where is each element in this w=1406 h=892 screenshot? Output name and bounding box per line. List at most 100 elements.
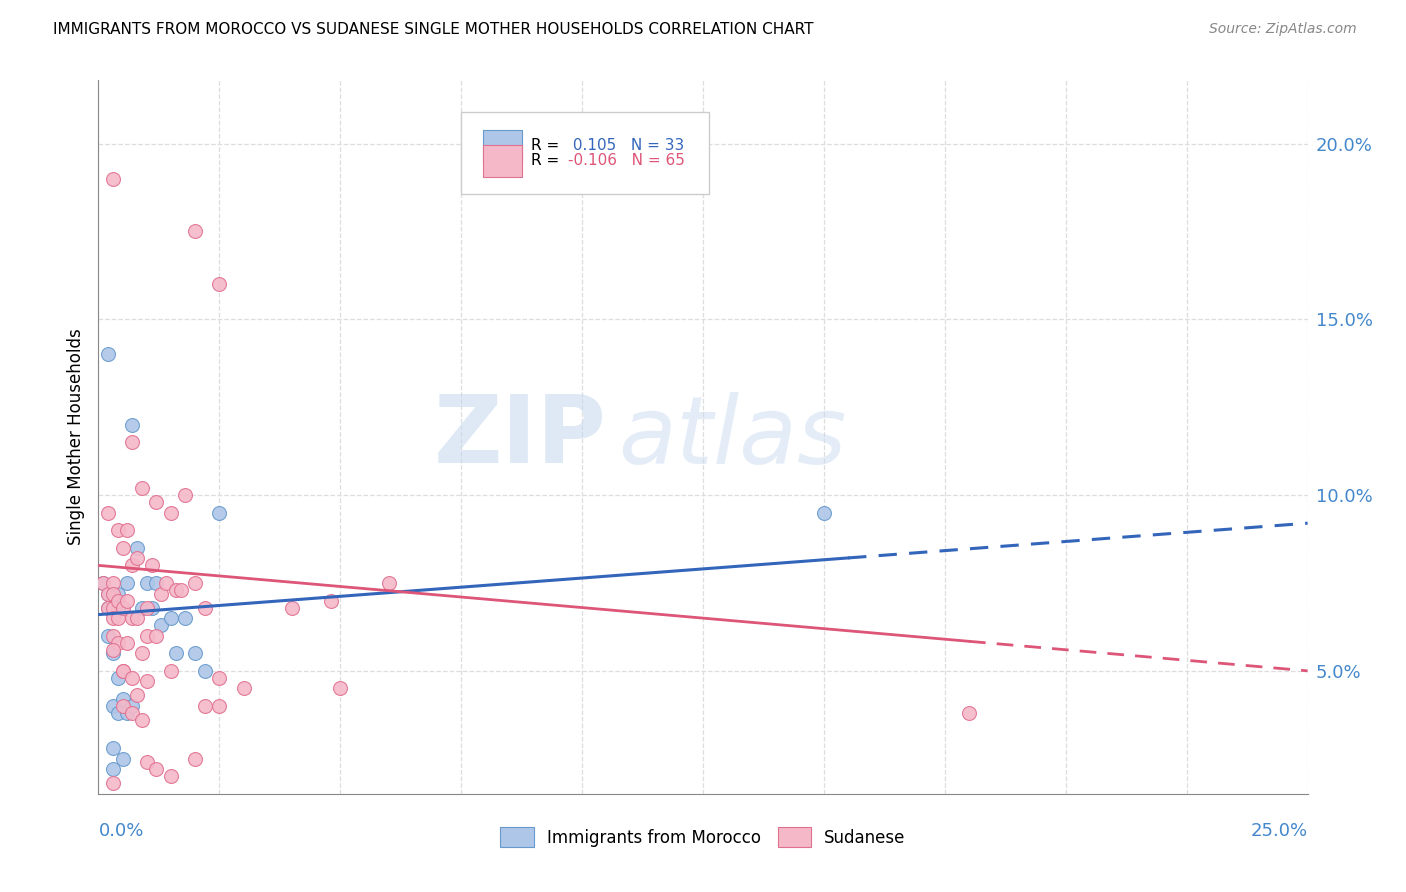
Point [107, 586, 129, 600]
Point [121, 671, 143, 685]
Point [184, 576, 207, 591]
Point [121, 706, 143, 720]
Point [111, 541, 134, 555]
Point [101, 642, 124, 657]
Text: ZIP: ZIP [433, 391, 606, 483]
Point [127, 611, 149, 625]
Point [121, 558, 143, 573]
Point [101, 593, 124, 607]
Point [141, 558, 163, 573]
Point [101, 629, 124, 643]
Point [165, 582, 187, 597]
Point [101, 776, 124, 790]
Point [117, 706, 139, 720]
Text: R =: R = [531, 153, 564, 169]
Point [107, 671, 129, 685]
Point [107, 636, 129, 650]
Point [135, 600, 157, 615]
Text: R =: R = [531, 138, 564, 153]
Point [319, 593, 342, 607]
Point [91, 576, 114, 591]
Point [160, 611, 183, 625]
Point [131, 713, 153, 727]
Point [208, 698, 231, 713]
Point [97, 586, 120, 600]
Point [107, 593, 129, 607]
Point [184, 224, 207, 238]
Point [155, 576, 177, 591]
FancyBboxPatch shape [482, 130, 522, 161]
Point [107, 600, 129, 615]
Point [121, 435, 143, 450]
Point [97, 347, 120, 361]
Point [141, 600, 163, 615]
Point [135, 674, 157, 689]
Point [194, 698, 217, 713]
Point [160, 664, 183, 678]
Point [97, 586, 120, 600]
FancyBboxPatch shape [482, 145, 522, 177]
Point [145, 576, 167, 591]
Point [111, 698, 134, 713]
Point [329, 681, 352, 696]
Point [117, 576, 139, 591]
Point [127, 689, 149, 703]
Point [101, 586, 124, 600]
Point [145, 762, 167, 776]
Point [281, 600, 304, 615]
Point [194, 600, 217, 615]
Point [208, 277, 231, 292]
Point [813, 506, 835, 520]
Point [97, 600, 120, 615]
Text: IMMIGRANTS FROM MOROCCO VS SUDANESE SINGLE MOTHER HOUSEHOLDS CORRELATION CHART: IMMIGRANTS FROM MOROCCO VS SUDANESE SING… [53, 22, 814, 37]
Point [111, 664, 134, 678]
Point [150, 586, 173, 600]
Point [101, 698, 124, 713]
Point [111, 752, 134, 766]
Point [150, 618, 173, 632]
Point [160, 506, 183, 520]
Point [117, 593, 139, 607]
Point [117, 636, 139, 650]
Point [127, 551, 149, 566]
Point [91, 576, 114, 591]
Point [121, 611, 143, 625]
Point [169, 582, 191, 597]
Text: 25.0%: 25.0% [1250, 822, 1308, 840]
Point [101, 762, 124, 776]
Point [135, 629, 157, 643]
Point [101, 576, 124, 591]
Point [101, 171, 124, 186]
Point [97, 600, 120, 615]
Legend: Immigrants from Morocco, Sudanese: Immigrants from Morocco, Sudanese [494, 821, 912, 854]
Point [107, 523, 129, 537]
Point [377, 576, 399, 591]
Point [101, 611, 124, 625]
Point [174, 611, 197, 625]
Point [135, 756, 157, 770]
Point [121, 698, 143, 713]
Point [957, 706, 980, 720]
Text: Source: ZipAtlas.com: Source: ZipAtlas.com [1209, 22, 1357, 37]
Text: 0.0%: 0.0% [98, 822, 143, 840]
Point [117, 523, 139, 537]
Point [127, 541, 149, 555]
Point [107, 611, 129, 625]
Point [111, 692, 134, 706]
Text: 0.105   N = 33: 0.105 N = 33 [568, 138, 683, 153]
Point [208, 671, 231, 685]
Y-axis label: Single Mother Households: Single Mother Households [66, 329, 84, 545]
Point [184, 646, 207, 660]
Point [160, 769, 183, 783]
Point [107, 706, 129, 720]
Point [101, 646, 124, 660]
Point [131, 481, 153, 495]
Point [145, 629, 167, 643]
Text: -0.106   N = 65: -0.106 N = 65 [568, 153, 685, 169]
Point [184, 752, 207, 766]
Text: atlas: atlas [619, 392, 846, 483]
Point [165, 646, 187, 660]
Point [232, 681, 254, 696]
Point [101, 600, 124, 615]
FancyBboxPatch shape [461, 112, 709, 194]
